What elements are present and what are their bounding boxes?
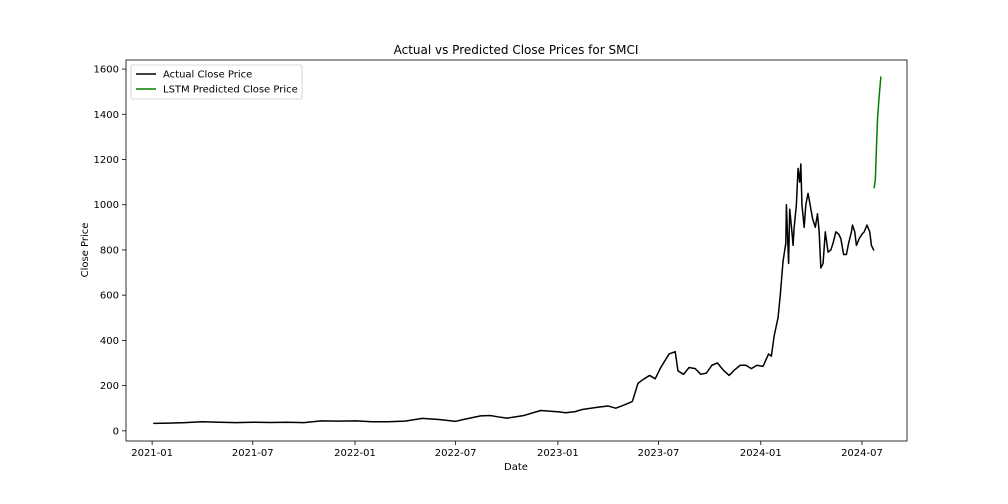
x-tick-label: 2023-01 <box>537 448 579 459</box>
plot-area: 2021-01 2021-07 2022-01 2022-07 2023-01 2023-… <box>94 59 908 459</box>
x-tick-label: 2023-07 <box>638 448 680 459</box>
x-tick-label: 2022-07 <box>435 448 477 459</box>
chart-title: Actual vs Predicted Close Prices for SMC… <box>394 43 639 57</box>
legend: Actual Close Price LSTM Predicted Close P… <box>130 64 303 100</box>
y-tick-label: 0 <box>113 426 119 437</box>
x-tick-label: 2021-01 <box>131 448 173 459</box>
y-tick-label: 1200 <box>94 155 119 166</box>
legend-entry-label: Actual Close Price <box>163 70 252 81</box>
y-tick-label: 800 <box>100 245 119 256</box>
legend-box <box>130 64 303 100</box>
y-tick-label: 600 <box>100 291 119 302</box>
x-tick-label: 2022-01 <box>334 448 376 459</box>
x-tick-label: 2024-07 <box>841 448 883 459</box>
axes-frame <box>125 59 908 442</box>
x-axis-label: Date <box>504 462 528 473</box>
y-tick-label: 1600 <box>94 65 119 76</box>
x-tick-label: 2024-01 <box>740 448 782 459</box>
y-tick-label: 200 <box>100 381 119 392</box>
x-tick-label: 2021-07 <box>232 448 274 459</box>
legend-entry-label: LSTM Predicted Close Price <box>163 85 298 96</box>
y-tick-label: 1400 <box>94 110 119 121</box>
series-line-1 <box>873 76 882 189</box>
y-tick-label: 400 <box>100 336 119 347</box>
series-line-0 <box>153 163 875 425</box>
y-tick-label: 1000 <box>94 200 119 211</box>
y-axis-label: Close Price <box>80 223 91 278</box>
